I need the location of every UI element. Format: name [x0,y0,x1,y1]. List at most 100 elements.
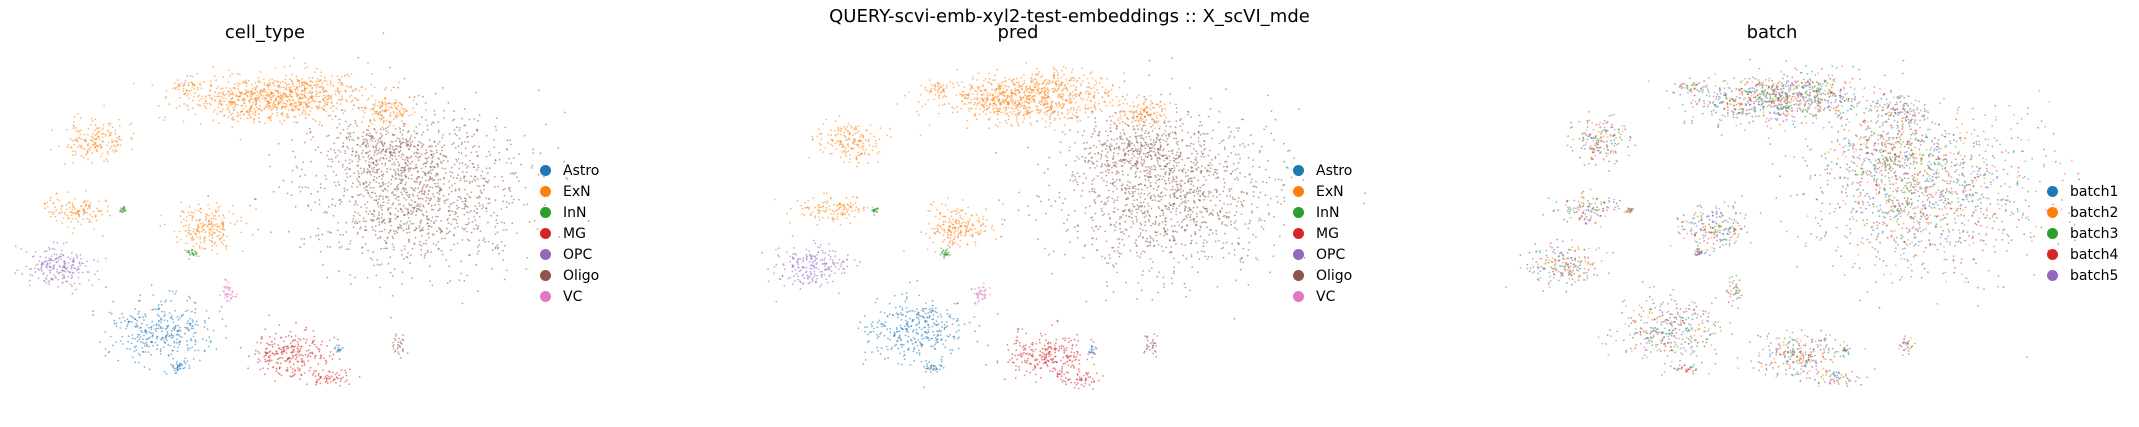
scatter-point [240,216,243,219]
scatter-point [336,126,339,129]
scatter-point [274,380,277,382]
scatter-point [176,241,179,244]
scatter-point [174,327,176,330]
scatter-point [232,106,235,109]
scatter-point [238,73,241,76]
scatter-point [208,102,211,105]
scatter-point [168,289,171,292]
scatter-point [1222,178,1225,180]
scatter-point [184,310,187,313]
scatter-point [366,99,369,101]
scatter-point [205,310,208,312]
scatter-point [364,203,366,206]
scatter-point [466,193,469,196]
scatter-point [186,309,189,312]
scatter-point [151,334,154,337]
scatter-point [438,140,441,143]
scatter-point [1221,221,1224,224]
scatter-point [394,174,397,176]
scatter-point [227,105,230,108]
scatter-point [447,217,449,220]
scatter-point [435,244,438,247]
scatter-point [1195,156,1198,159]
scatter-point [304,87,306,90]
scatter-point [296,86,299,88]
scatter-point [318,203,321,206]
scatter-point [382,116,385,119]
scatter-point [343,187,346,190]
scatter-point [337,160,340,163]
scatter-point [1198,229,1201,232]
scatter-point [1196,251,1199,254]
scatter-point [1123,232,1125,235]
scatter-point [365,107,368,110]
scatter-point [454,133,457,135]
scatter-point [273,338,276,340]
scatter-point [202,80,205,83]
scatter-point [291,368,294,370]
scatter-point [76,137,79,140]
scatter-point [197,86,199,89]
scatter-point [135,323,138,325]
scatter-point [1265,125,1268,128]
scatter-point [406,191,408,194]
scatter-point [487,172,489,175]
scatter-point [369,210,371,213]
scatter-point [298,350,301,353]
scatter-point [381,162,383,165]
scatter-point [1181,129,1184,132]
scatter-point [47,281,50,283]
scatter-point [447,160,449,163]
scatter-point [356,222,359,224]
scatter-point [421,213,424,216]
scatter-point [397,228,399,231]
scatter-point [565,176,568,179]
scatter-point [348,383,351,386]
scatter-point [42,272,45,274]
scatter-point [353,172,356,175]
scatter-point [151,341,154,344]
scatter-point [207,94,210,97]
scatter-point [498,158,501,161]
scatter-point [1175,243,1177,245]
scatter-point [292,105,295,108]
scatter-point [1121,238,1124,241]
scatter-point [371,161,373,164]
scatter-point [310,192,313,195]
scatter-point [1091,219,1094,222]
scatter-point [277,372,280,374]
scatter-point [324,359,327,362]
scatter-point [1112,190,1115,193]
scatter-point [176,369,179,372]
scatter-point [1233,254,1236,256]
scatter-point [1121,210,1124,213]
scatter-point [1148,192,1151,195]
scatter-point [1199,121,1202,123]
scatter-point [1148,135,1151,138]
scatter-point [426,128,429,131]
scatter-point [215,87,218,90]
scatter-point [380,174,383,177]
scatter-point [385,87,387,89]
scatter-point [191,252,194,255]
scatter-point [474,205,477,208]
scatter-point [205,213,208,216]
scatter-point [212,231,214,234]
scatter-point [380,105,383,108]
scatter-point [361,252,364,255]
scatter-point [466,274,468,277]
scatter-point [137,352,140,355]
scatter-point [246,82,248,85]
scatter-point [152,308,155,311]
scatter-point [1064,197,1067,200]
scatter-point [1180,221,1183,224]
scatter-point [67,217,70,220]
scatter-point [329,246,332,248]
scatter-point [287,334,290,337]
scatter-point [1224,224,1227,226]
scatter-point [423,171,426,174]
scatter-point [364,160,367,162]
scatter-point [69,206,71,209]
scatter-point [1203,250,1206,253]
scatter-point [1183,164,1186,167]
